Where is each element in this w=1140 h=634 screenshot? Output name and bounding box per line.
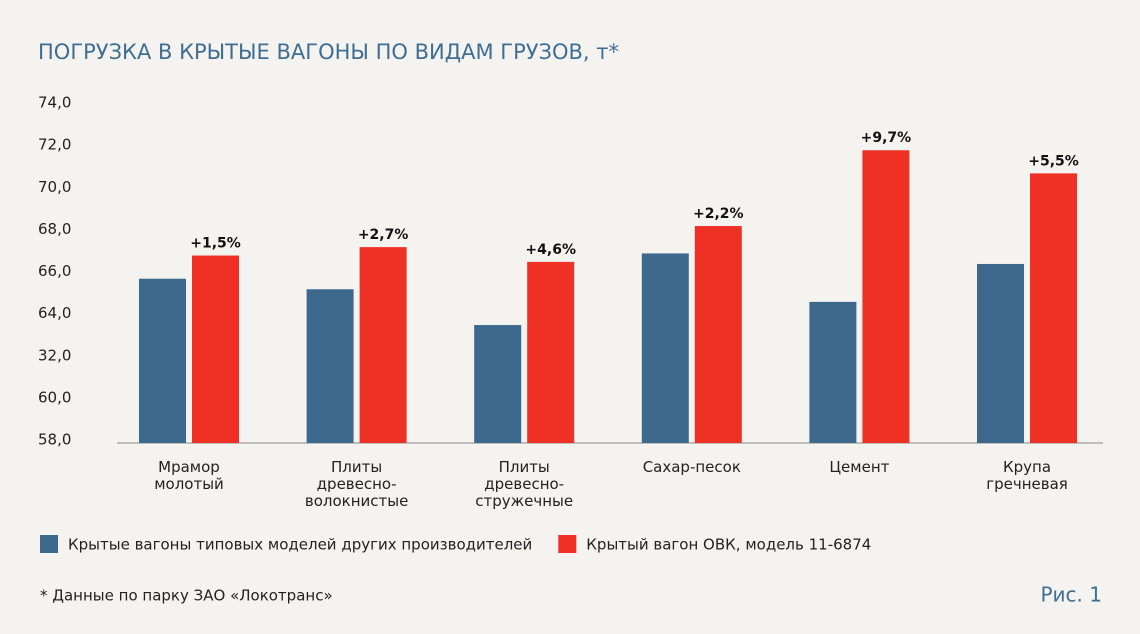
footnote: * Данные по парку ЗАО «Локотранс» <box>40 587 333 605</box>
x-tick-label: Плиты древесно- волокнистые <box>304 458 409 510</box>
y-tick-label: 74,0 <box>38 94 71 112</box>
bar <box>862 150 910 443</box>
bar <box>1030 173 1077 443</box>
bar-annotation: +5,5% <box>1028 153 1079 169</box>
bar <box>694 226 742 443</box>
bar <box>977 263 1024 443</box>
bar <box>474 325 522 443</box>
y-tick-label: 72,0 <box>38 136 71 154</box>
bar-annotation: +4,6% <box>525 242 576 258</box>
bar <box>306 289 354 443</box>
bar <box>192 255 239 443</box>
legend-swatch <box>558 535 577 553</box>
legend-swatch <box>40 535 58 553</box>
bar <box>527 261 575 443</box>
legend-label: Крытый вагон ОВК, модель 11-6874 <box>586 536 871 554</box>
bar-annotation: +2,7% <box>358 227 409 243</box>
bar-annotation: +9,7% <box>861 130 912 146</box>
bar <box>809 301 857 443</box>
y-tick-label: 64,0 <box>38 304 71 322</box>
y-tick-label: 32,0 <box>38 346 71 364</box>
bar-annotation: +2,2% <box>693 206 744 222</box>
x-tick-label: Цемент <box>829 458 890 476</box>
bar <box>641 253 689 443</box>
y-tick-label: 66,0 <box>38 262 71 280</box>
legend-label: Крытые вагоны типовых моделей других про… <box>68 536 532 554</box>
chart-title: ПОГРУЗКА В КРЫТЫЕ ВАГОНЫ ПО ВИДАМ ГРУЗОВ… <box>38 40 619 64</box>
x-tick-label: Плиты древесно- стружечные <box>475 458 574 510</box>
bar <box>359 247 407 443</box>
x-tick-label: Мрамор молотый <box>154 458 224 493</box>
y-tick-label: 58,0 <box>38 431 71 449</box>
y-tick-label: 70,0 <box>38 178 71 196</box>
x-tick-label: Крупа гречневая <box>986 458 1068 493</box>
x-tick-label: Сахар-песок <box>642 458 741 476</box>
figure-label: Рис. 1 <box>1041 583 1103 607</box>
y-tick-label: 60,0 <box>38 388 71 406</box>
bar <box>139 278 186 443</box>
bar-annotation: +1,5% <box>190 236 241 252</box>
y-tick-label: 68,0 <box>38 220 71 238</box>
